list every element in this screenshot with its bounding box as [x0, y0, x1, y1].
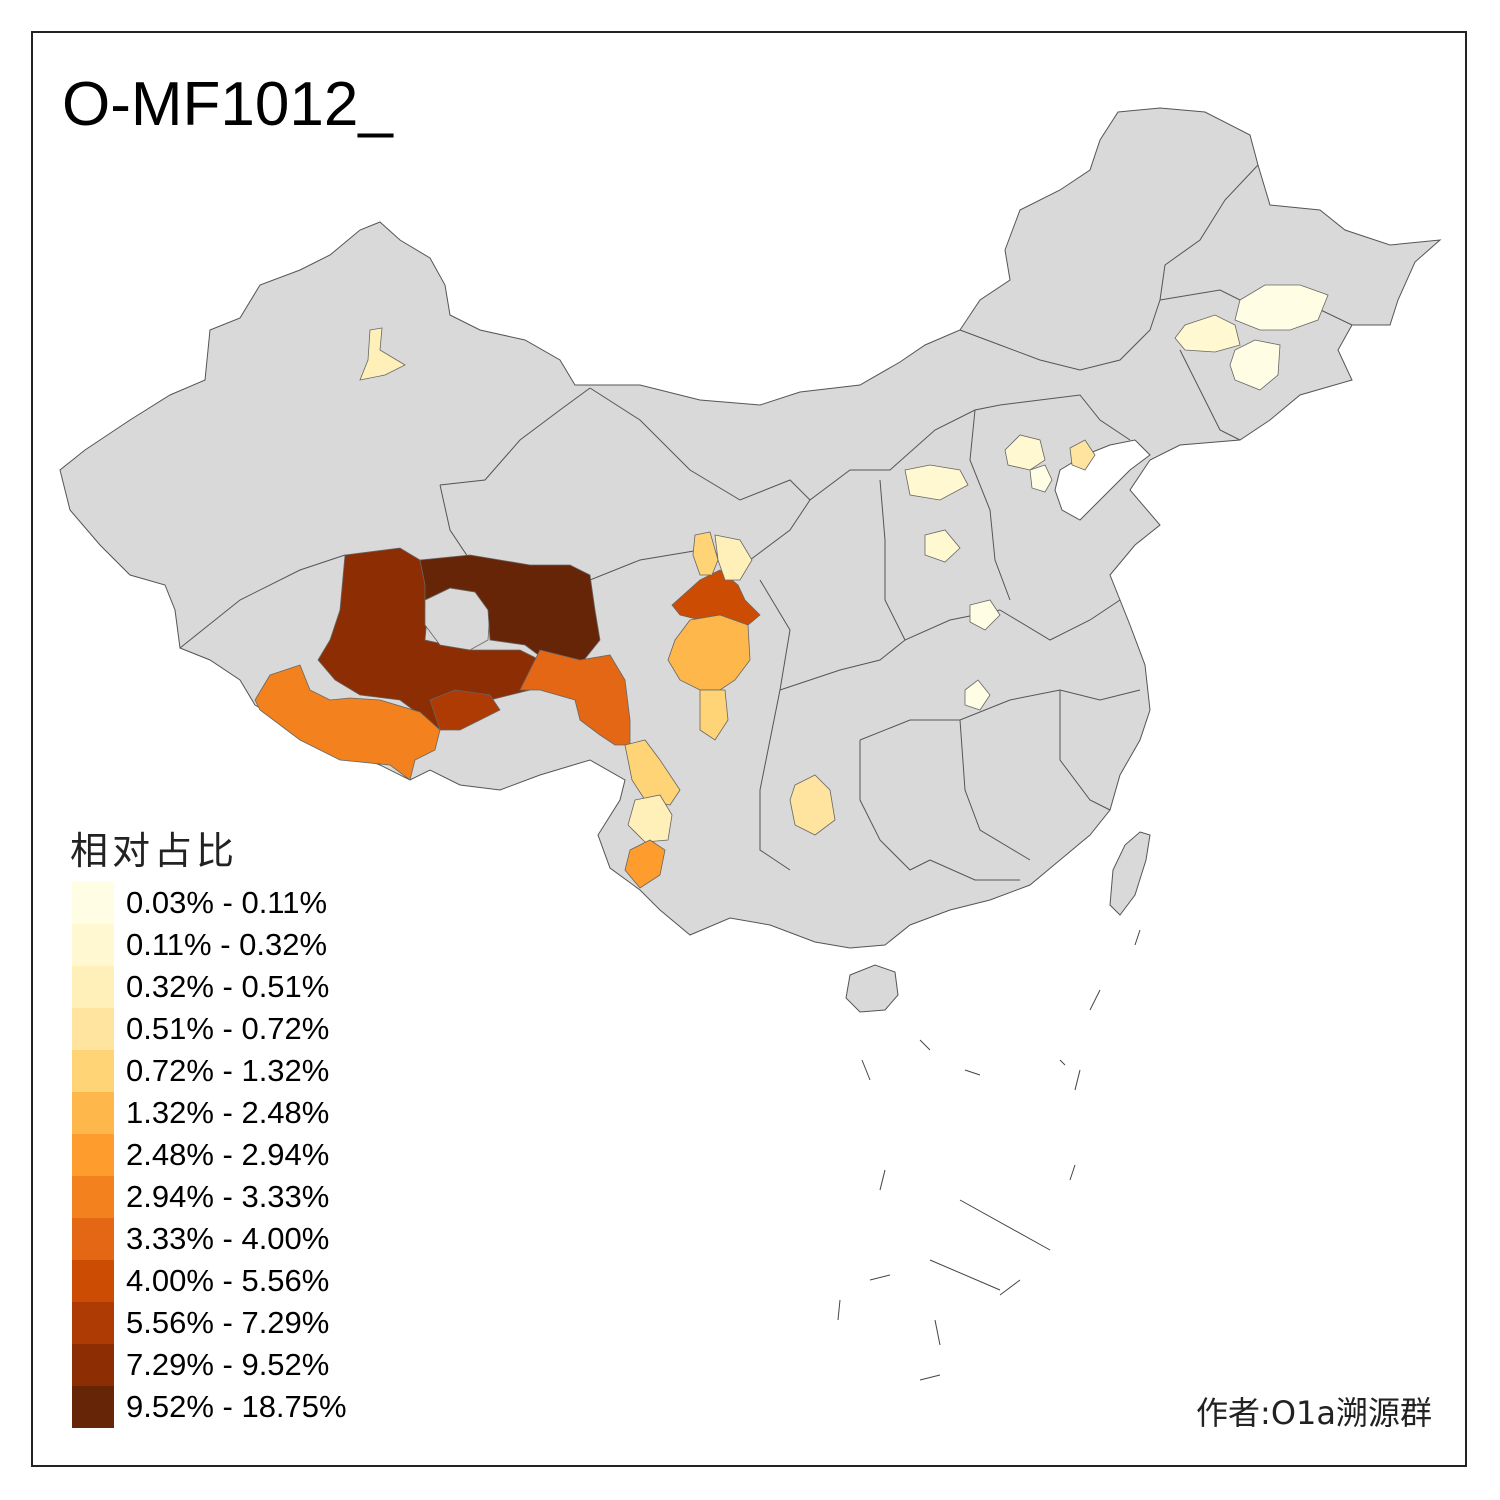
legend-label: 4.00% - 5.56% — [126, 1263, 330, 1298]
legend-label: 3.33% - 4.00% — [126, 1221, 330, 1256]
region-tianjin — [1029, 464, 1053, 493]
legend-label: 0.03% - 0.11% — [126, 885, 328, 920]
region-changchun — [1229, 339, 1281, 391]
region-guiyang — [789, 774, 836, 836]
region-gannan — [692, 531, 719, 576]
region-yushu — [519, 649, 631, 746]
legend-swatch — [72, 1218, 114, 1260]
legend-swatch — [72, 882, 114, 924]
legend-label: 0.72% - 1.32% — [126, 1053, 330, 1088]
legend-label: 9.52% - 18.75% — [126, 1389, 347, 1424]
map-title: O-MF1012_ — [62, 70, 393, 139]
legend-item: 5.56% - 7.29% — [72, 1302, 347, 1344]
islands — [837, 929, 1141, 1381]
legend-swatch — [72, 1008, 114, 1050]
region-henan — [969, 599, 1001, 631]
taiwan-island — [1109, 831, 1151, 916]
legend-label: 2.94% - 3.33% — [126, 1179, 330, 1214]
legend-swatch — [72, 1134, 114, 1176]
region-dali — [627, 794, 673, 843]
hainan-island — [845, 964, 899, 1013]
legend-item: 7.29% - 9.52% — [72, 1344, 347, 1386]
legend-item: 2.48% - 2.94% — [72, 1134, 347, 1176]
legend-label: 1.32% - 2.48% — [126, 1095, 330, 1130]
legend-title: 相对占比 — [70, 829, 239, 873]
legend-label: 7.29% - 9.52% — [126, 1347, 330, 1382]
legend-item: 0.72% - 1.32% — [72, 1050, 347, 1092]
region-liangshan — [699, 689, 729, 741]
legend-item: 3.33% - 4.00% — [72, 1218, 347, 1260]
legend-label: 5.56% - 7.29% — [126, 1305, 330, 1340]
legend-item: 1.32% - 2.48% — [72, 1092, 347, 1134]
legend-swatch — [72, 966, 114, 1008]
mainland-china — [59, 107, 1442, 949]
legend-item: 4.00% - 5.56% — [72, 1260, 347, 1302]
region-shanxi-south — [924, 529, 961, 563]
legend-item: 0.11% - 0.32% — [72, 924, 347, 966]
region-lincang — [624, 839, 666, 889]
legend-item: 2.94% - 3.33% — [72, 1176, 347, 1218]
region-harbin — [1234, 284, 1329, 331]
legend-label: 0.51% - 0.72% — [126, 1011, 330, 1046]
region-nagqu — [429, 689, 501, 731]
legend-swatch — [72, 1050, 114, 1092]
region-jilin — [1174, 314, 1241, 353]
author-credit: 作者:O1a溯源群 — [1196, 1394, 1432, 1432]
region-diqing — [624, 739, 681, 806]
legend-swatch — [72, 924, 114, 966]
legend-swatch — [72, 1344, 114, 1386]
legend-label: 2.48% - 2.94% — [126, 1137, 330, 1172]
legend-item: 9.52% - 18.75% — [72, 1386, 347, 1428]
region-tangshan — [1069, 439, 1096, 471]
legend-item: 0.51% - 0.72% — [72, 1008, 347, 1050]
legend-swatch — [72, 1386, 114, 1428]
legend-item: 0.32% - 0.51% — [72, 966, 347, 1008]
legend-item: 0.03% - 0.11% — [72, 882, 347, 924]
map-frame — [31, 31, 1467, 1467]
region-shanxi-north — [904, 464, 969, 501]
legend-label: 0.32% - 0.51% — [126, 969, 330, 1004]
region-hubei — [964, 679, 991, 711]
legend-swatch — [72, 1092, 114, 1134]
region-beijing — [1004, 434, 1046, 471]
region-gansu-east — [714, 534, 753, 581]
legend-swatch — [72, 1176, 114, 1218]
legend: 0.03% - 0.11% 0.11% - 0.32% 0.32% - 0.51… — [72, 882, 347, 1428]
colored-regions — [254, 284, 1329, 889]
region-shigatse — [254, 664, 441, 781]
region-urumqi — [359, 327, 406, 381]
legend-swatch — [72, 1302, 114, 1344]
legend-swatch — [72, 1260, 114, 1302]
legend-label: 0.11% - 0.32% — [126, 927, 328, 962]
